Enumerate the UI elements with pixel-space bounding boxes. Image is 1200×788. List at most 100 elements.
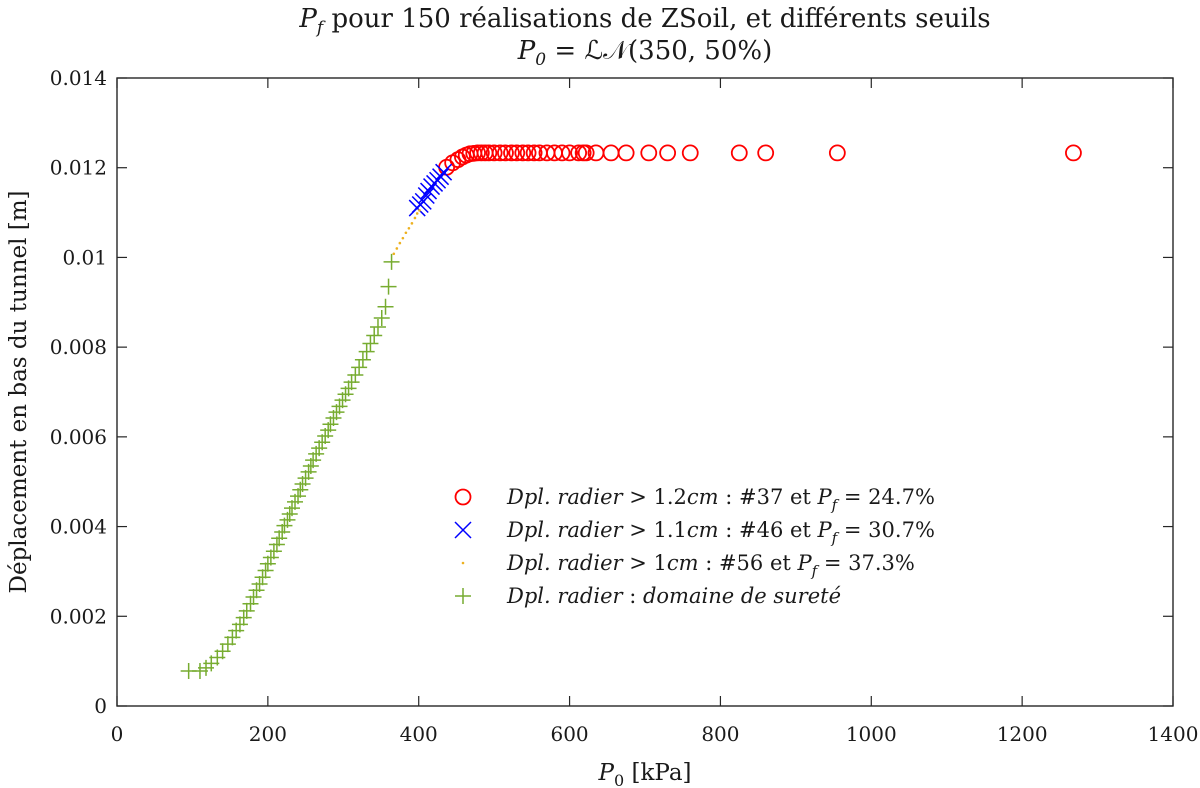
data-point-plus [235,609,252,626]
series-circle [438,144,1082,176]
data-point-dot [410,222,414,225]
data-point-dot [415,212,419,215]
x-tick-label: 1400 [1148,722,1199,746]
data-point-plus [373,309,390,326]
x-axis-label-text: P0 [kPa] [597,760,691,788]
series-x [408,163,453,217]
data-point-circle [503,144,520,162]
legend-entry: Dpl. radier > 1cm : #56 et Pf = 37.3% [506,551,915,580]
y-tick-label: 0.012 [50,156,107,180]
data-point-plus [238,602,255,619]
data-point-plus [254,569,271,586]
legend-marker-circle [454,488,472,506]
data-point-plus [331,398,348,415]
data-point-plus [245,588,262,605]
data-point-circle [757,144,775,162]
data-point-circle [508,144,526,162]
data-point-plus [242,595,259,612]
y-tick-label: 0.002 [50,604,107,628]
data-point-circle [577,144,595,162]
y-tick-label: 0.004 [50,515,107,539]
data-point-circle [485,144,503,162]
legend-marker-x [454,521,472,539]
data-point-plus [343,374,360,391]
data-point-x [419,182,438,200]
data-point-plus [297,470,314,487]
x-tick-label: 600 [550,722,588,746]
data-point-plus [362,335,379,352]
plot-frame [116,77,1174,707]
data-point-circle [640,144,658,162]
data-point-plus [380,278,397,295]
data-point-plus [262,549,279,566]
y-axis-label: Déplacement en bas du tunnel [m] [6,191,32,594]
data-point-dot [404,231,408,235]
data-point-dot [395,247,399,250]
data-point-plus [274,523,291,540]
data-point-circle [480,144,498,162]
data-point-x [417,186,435,205]
data-point-plus [340,380,357,397]
data-marks [180,144,1082,680]
data-point-circle [659,144,677,162]
data-point-dot [398,241,402,245]
data-point-plus [265,543,282,560]
data-point-plus [358,343,375,360]
data-point-plus [259,555,276,572]
legend-entry: Dpl. radier > 1.2cm : #37 et Pf = 24.7% [506,485,935,514]
y-tick-label: 0.008 [50,335,107,359]
data-point-dot [392,252,396,256]
y-tick-label: 0 [94,694,107,718]
data-point-circle [602,144,620,162]
data-point-plus [283,500,300,517]
legend-entry: Dpl. radier > 1.1cm : #46 et Pf = 30.7% [506,518,935,547]
data-point-plus [219,636,236,653]
title-line-2: P0 = ℒ𝒩(350, 50%) [517,36,773,70]
x-tick-label: 400 [400,722,438,746]
data-point-circle [491,144,509,162]
data-point-circle [519,144,537,162]
data-point-plus [224,629,241,646]
data-point-circle [681,144,699,162]
data-point-circle [561,144,578,162]
axis-ticks: 0 200 400 600 800 1000 1200 1400 0 0.002 0.004 0.00… [50,66,1199,746]
data-point-circle [525,144,543,162]
legend-marker-dot [461,561,465,565]
data-point-plus [366,327,383,344]
y-tick-label: 0.014 [50,66,107,90]
series-dot [392,209,421,256]
data-point-plus [290,488,307,505]
data-point-plus [251,575,268,592]
data-point-dot [418,209,421,212]
data-point-circle [570,144,588,162]
data-point-circle [828,144,846,162]
data-point-circle [617,144,635,162]
data-point-circle [497,144,514,162]
data-point-circle [1065,144,1082,162]
data-point-plus [369,318,386,335]
data-point-circle [553,144,571,162]
data-point-dot [413,216,417,220]
data-point-plus [314,434,331,451]
data-point-plus [268,536,285,553]
y-tick-label: 0.01 [62,245,107,269]
data-point-plus [231,616,248,633]
data-point-x [432,168,450,186]
data-point-plus [257,562,274,579]
data-point-x [435,163,453,181]
data-point-circle [730,144,748,162]
x-tick-label: 1200 [997,722,1048,746]
x-axis-label: P0 [kPa] [597,760,691,788]
title-line-1: Pf pour 150 réalisations de ZSoil, et di… [298,4,990,38]
data-point-dot [407,226,411,230]
chart-title: Pf pour 150 réalisations de ZSoil, et di… [298,4,990,70]
data-point-plus [322,416,339,433]
data-point-plus [377,298,394,315]
legend: Dpl. radier > 1.2cm : #37 et Pf = 24.7% D… [454,485,935,608]
x-tick-label: 800 [701,722,739,746]
y-tick-label: 0.006 [50,425,107,449]
legend-marker-plus [455,588,471,604]
data-point-x [414,192,432,210]
data-point-plus [383,253,400,270]
x-tick-label: 0 [111,722,124,746]
